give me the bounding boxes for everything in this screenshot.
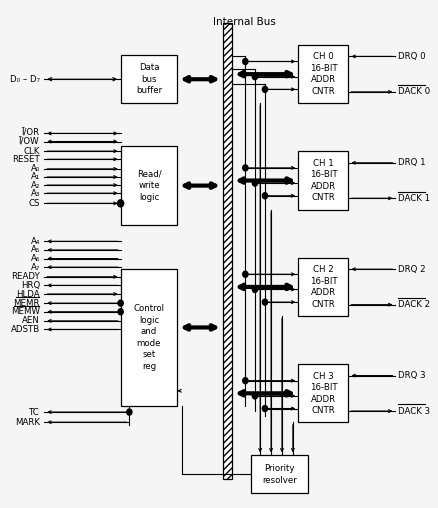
Text: A₇: A₇ bbox=[31, 263, 40, 272]
Text: Data
bus
buffer: Data bus buffer bbox=[136, 64, 162, 95]
Text: MEMR: MEMR bbox=[14, 299, 40, 308]
Bar bbox=[298, 364, 348, 423]
Text: A₄: A₄ bbox=[31, 237, 40, 246]
Circle shape bbox=[262, 405, 267, 411]
Bar bbox=[298, 45, 348, 103]
Circle shape bbox=[252, 180, 257, 186]
Text: TC: TC bbox=[29, 407, 40, 417]
Circle shape bbox=[252, 393, 257, 399]
Circle shape bbox=[117, 200, 124, 207]
Bar bbox=[251, 455, 307, 493]
Text: Ī/OR: Ī/OR bbox=[22, 129, 40, 138]
Text: DRQ 2: DRQ 2 bbox=[397, 265, 424, 274]
Text: MEMW: MEMW bbox=[11, 307, 40, 316]
Text: A₁: A₁ bbox=[31, 173, 40, 181]
Bar bbox=[120, 146, 177, 225]
Text: HLDA: HLDA bbox=[16, 290, 40, 299]
Text: CLK: CLK bbox=[24, 147, 40, 155]
Text: AEN: AEN bbox=[22, 316, 40, 325]
Text: A₃: A₃ bbox=[31, 188, 40, 198]
Text: CS: CS bbox=[28, 199, 40, 208]
Text: DACK 0: DACK 0 bbox=[397, 87, 429, 97]
Text: CH 1
16-BIT
ADDR
CNTR: CH 1 16-BIT ADDR CNTR bbox=[309, 159, 336, 202]
Text: A₀: A₀ bbox=[31, 165, 40, 173]
Text: Priority
resolver: Priority resolver bbox=[262, 464, 297, 485]
Circle shape bbox=[262, 86, 267, 92]
Text: DRQ 3: DRQ 3 bbox=[397, 371, 424, 380]
Text: Internal Bus: Internal Bus bbox=[213, 17, 276, 27]
Text: CH 3
16-BIT
ADDR
CNTR: CH 3 16-BIT ADDR CNTR bbox=[309, 372, 336, 415]
Text: DRQ 0: DRQ 0 bbox=[397, 52, 424, 61]
Text: DACK 1: DACK 1 bbox=[397, 194, 429, 203]
Circle shape bbox=[252, 287, 257, 293]
Text: DACK 2: DACK 2 bbox=[397, 300, 429, 309]
Text: A₆: A₆ bbox=[31, 254, 40, 263]
Bar bbox=[120, 55, 177, 103]
Circle shape bbox=[242, 165, 247, 171]
Circle shape bbox=[242, 271, 247, 277]
Text: A₅: A₅ bbox=[31, 245, 40, 255]
Text: Control
logic
and
mode
set
reg: Control logic and mode set reg bbox=[133, 304, 164, 371]
Text: D₀ – D₇: D₀ – D₇ bbox=[10, 75, 40, 84]
Circle shape bbox=[252, 74, 257, 80]
Text: DACK 3: DACK 3 bbox=[397, 406, 429, 416]
Text: HRQ: HRQ bbox=[21, 281, 40, 290]
Text: Read/
write
logic: Read/ write logic bbox=[136, 170, 161, 202]
Bar bbox=[222, 23, 232, 480]
Circle shape bbox=[262, 193, 267, 199]
Text: READY: READY bbox=[11, 272, 40, 281]
Text: Ī/OW: Ī/OW bbox=[19, 137, 40, 146]
Circle shape bbox=[118, 309, 123, 315]
Text: CH 0
16-BIT
ADDR
CNTR: CH 0 16-BIT ADDR CNTR bbox=[309, 52, 336, 96]
Text: MARK: MARK bbox=[15, 418, 40, 427]
Circle shape bbox=[118, 300, 123, 306]
Text: CH 2
16-BIT
ADDR
CNTR: CH 2 16-BIT ADDR CNTR bbox=[309, 265, 336, 308]
Circle shape bbox=[262, 299, 267, 305]
Circle shape bbox=[127, 409, 132, 415]
Text: RESET: RESET bbox=[12, 155, 40, 164]
Text: ADSTB: ADSTB bbox=[11, 325, 40, 334]
Bar bbox=[298, 258, 348, 316]
Circle shape bbox=[242, 58, 247, 65]
Bar bbox=[298, 151, 348, 210]
Bar bbox=[120, 269, 177, 406]
Text: DRQ 1: DRQ 1 bbox=[397, 158, 424, 167]
Text: A₂: A₂ bbox=[31, 181, 40, 189]
Circle shape bbox=[242, 377, 247, 384]
